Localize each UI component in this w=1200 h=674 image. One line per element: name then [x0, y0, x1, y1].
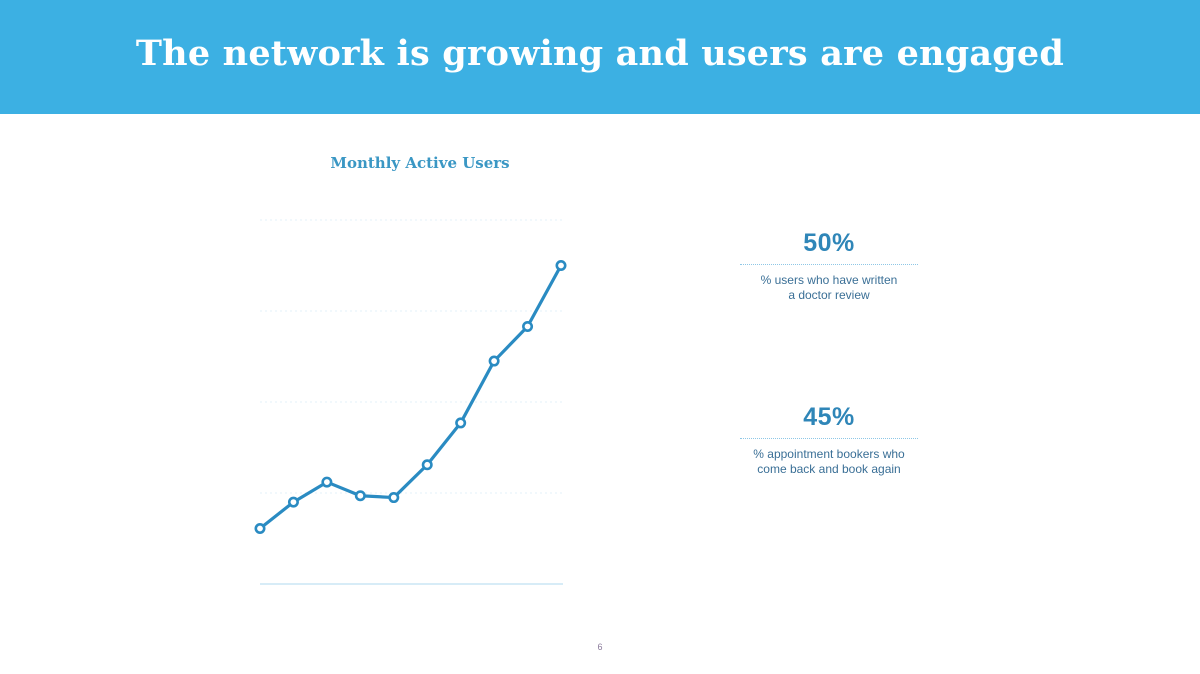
stat-review-line-2: a doctor review	[788, 288, 870, 302]
stat-rebook-description: % appointment bookers who come back and …	[709, 447, 949, 477]
series-line-1	[259, 264, 563, 530]
data-point-7	[455, 417, 467, 429]
stat-review-divider	[740, 264, 918, 265]
stat-rebook: 45% % appointment bookers who come back …	[709, 403, 949, 477]
page-number: 6	[597, 642, 603, 652]
stat-review-description: % users who have written a doctor review	[709, 273, 949, 303]
stat-rebook-line-2: come back and book again	[757, 462, 901, 476]
stat-review-value: 50%	[803, 229, 855, 257]
stat-rebook-divider	[740, 438, 918, 439]
data-point-2	[287, 496, 299, 508]
stat-review-line-1: % users who have written	[760, 273, 898, 287]
slide-header: The network is growing and users are eng…	[0, 0, 1200, 114]
data-point-8	[488, 355, 500, 367]
data-point-6	[421, 459, 433, 471]
data-point-10	[555, 259, 567, 271]
data-point-1	[254, 522, 266, 534]
data-point-4	[354, 490, 366, 502]
stat-review: 50% % users who have written a doctor re…	[709, 229, 949, 303]
stat-rebook-value: 45%	[803, 403, 855, 431]
slide-title: The network is growing and users are eng…	[135, 32, 1065, 74]
data-point-9	[522, 320, 534, 332]
data-point-3	[321, 476, 333, 488]
stat-rebook-line-1: % appointment bookers who	[753, 447, 905, 461]
data-point-5	[388, 492, 400, 504]
chart-title: Monthly Active Users	[330, 154, 510, 172]
